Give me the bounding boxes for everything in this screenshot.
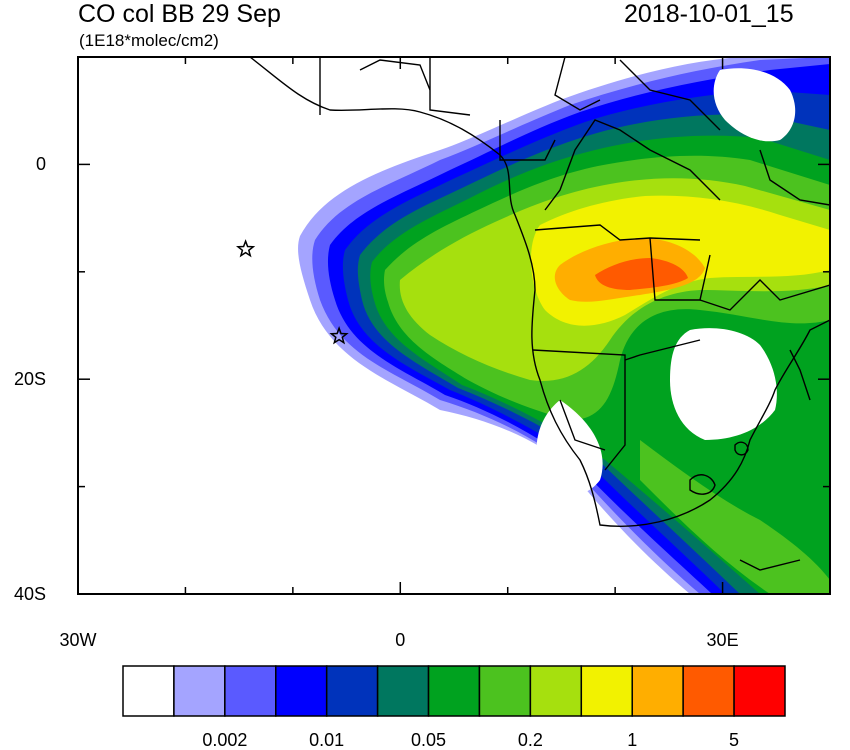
- colorbar-label: 5: [729, 730, 740, 750]
- colorbar-swatch: [580, 665, 633, 717]
- colorbar-label: 0.05: [411, 730, 447, 750]
- colorbar-swatch: [224, 665, 277, 717]
- colorbar-label: 0.01: [309, 730, 345, 750]
- colorbar-swatch: [682, 665, 735, 717]
- star-marker-2: [329, 326, 349, 345]
- colorbar-label: 1: [627, 730, 638, 750]
- map-title: CO col BB 29 Sep: [78, 0, 281, 28]
- colorbar-swatch: [275, 665, 328, 717]
- coastlines-borders: [249, 57, 830, 571]
- y-tick-label: 20S: [13, 369, 46, 390]
- x-tick-label: 30W: [59, 630, 97, 650]
- colorbar: [122, 665, 786, 717]
- colorbar-swatch: [325, 665, 379, 717]
- y-tick-label: 0: [35, 154, 46, 175]
- colorbar-swatch: [478, 665, 532, 717]
- colorbar-swatch: [173, 665, 226, 717]
- plot-frame: [77, 56, 831, 595]
- x-tick-label: 0: [395, 630, 406, 650]
- colorbar-swatch: [529, 665, 583, 717]
- axis-ticks: [77, 56, 831, 595]
- colorbar-swatch: [733, 665, 786, 717]
- station-markers: [235, 239, 349, 345]
- colorbar-label: 0.2: [517, 730, 543, 750]
- units-label: (1E18*molec/cm2): [79, 31, 219, 50]
- valid-time: 2018-10-01_15: [624, 0, 794, 28]
- colorbar-swatch: [122, 665, 175, 717]
- colorbar-swatch: [376, 665, 430, 717]
- colorbar-swatch: [427, 665, 481, 717]
- co-concentration-field: [78, 57, 830, 594]
- colorbar-swatch: [631, 665, 684, 717]
- x-tick-label: 30E: [706, 630, 739, 650]
- colorbar-label: 0.002: [202, 730, 248, 750]
- star-marker-1: [235, 239, 256, 258]
- y-tick-label: 40S: [13, 584, 46, 604]
